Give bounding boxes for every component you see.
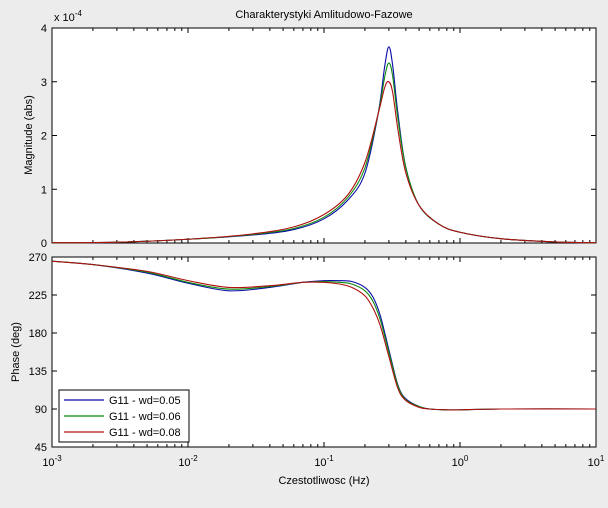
magnitude-y-tick-label: 1	[41, 184, 47, 196]
phase-y-tick-label: 180	[29, 328, 47, 340]
phase-y-tick-label: 90	[35, 404, 47, 416]
magnitude-y-tick-label: 3	[41, 77, 47, 89]
magnitude-series	[51, 46, 597, 244]
phase-series	[51, 260, 597, 411]
magnitude-y-tick-label: 4	[41, 23, 47, 35]
magnitude-ticks: 0 1 2 3 4	[41, 23, 596, 250]
magnitude-axes-background	[51, 27, 597, 244]
magnitude-y-tick-label: 2	[41, 131, 47, 143]
x-tick-label: 10-3	[42, 454, 62, 469]
magnitude-y-tick-label: 0	[41, 238, 47, 250]
phase-y-tick-label: 225	[29, 290, 47, 302]
magnitude-y-axis-label: Magnitude (abs)	[23, 95, 35, 175]
x-tick-label: 10-2	[178, 454, 198, 469]
phase-y-tick-label: 135	[29, 366, 47, 378]
legend-label-2: G11 - wd=0.08	[109, 427, 181, 439]
x-tick-label: 101	[588, 454, 605, 469]
x-tick-label: 100	[452, 454, 469, 469]
phase-y-tick-label: 45	[35, 442, 47, 454]
legend-label-0: G11 - wd=0.05	[109, 395, 181, 407]
magnitude-exponent-label: x 10-4	[54, 9, 82, 24]
legend-label-1: G11 - wd=0.06	[109, 411, 181, 423]
legend: G11 - wd=0.05 G11 - wd=0.06 G11 - wd=0.0…	[58, 389, 190, 443]
x-tick-label: 10-1	[314, 454, 334, 469]
phase-y-tick-label: 270	[29, 252, 47, 264]
phase-series-line-2	[51, 260, 597, 411]
magnitude-series-line-2	[51, 80, 597, 244]
x-axis-label: Czestotliwosc (Hz)	[278, 475, 369, 487]
phase-y-axis-label: Phase (deg)	[10, 322, 22, 382]
chart-title: Charakterystyki Amlitudowo-Fazowe	[235, 9, 412, 21]
